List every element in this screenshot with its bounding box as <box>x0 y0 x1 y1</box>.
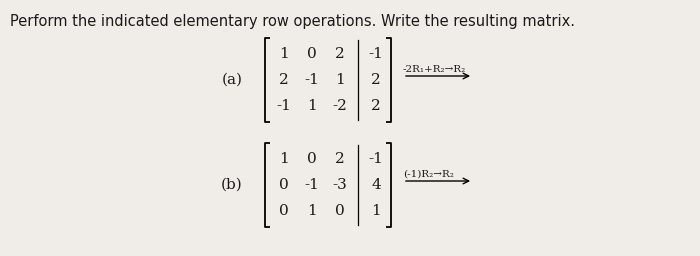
Text: 1: 1 <box>279 152 289 166</box>
Text: 2: 2 <box>335 152 345 166</box>
Text: 0: 0 <box>307 47 317 61</box>
Text: 1: 1 <box>307 204 317 218</box>
Text: Perform the indicated elementary row operations. Write the resulting matrix.: Perform the indicated elementary row ope… <box>10 14 575 29</box>
Text: -1: -1 <box>304 178 319 192</box>
Text: (-1)R₂→R₂: (-1)R₂→R₂ <box>403 170 454 179</box>
Text: 2: 2 <box>371 99 381 113</box>
Text: 2: 2 <box>335 47 345 61</box>
Text: 1: 1 <box>279 47 289 61</box>
Text: -1: -1 <box>276 99 291 113</box>
Text: (a): (a) <box>221 73 242 87</box>
Text: -2: -2 <box>332 99 347 113</box>
Text: 4: 4 <box>371 178 381 192</box>
Text: 0: 0 <box>307 152 317 166</box>
Text: -3: -3 <box>332 178 347 192</box>
Text: -1: -1 <box>369 152 384 166</box>
Text: -1: -1 <box>304 73 319 87</box>
Text: 2: 2 <box>371 73 381 87</box>
Text: 1: 1 <box>335 73 345 87</box>
Text: 2: 2 <box>279 73 289 87</box>
Text: -1: -1 <box>369 47 384 61</box>
Text: 0: 0 <box>279 178 289 192</box>
Text: 0: 0 <box>335 204 345 218</box>
Text: 1: 1 <box>371 204 381 218</box>
Text: 0: 0 <box>279 204 289 218</box>
Text: -2R₁+R₂→R₂: -2R₁+R₂→R₂ <box>403 65 466 74</box>
Text: (b): (b) <box>221 178 243 192</box>
Text: 1: 1 <box>307 99 317 113</box>
